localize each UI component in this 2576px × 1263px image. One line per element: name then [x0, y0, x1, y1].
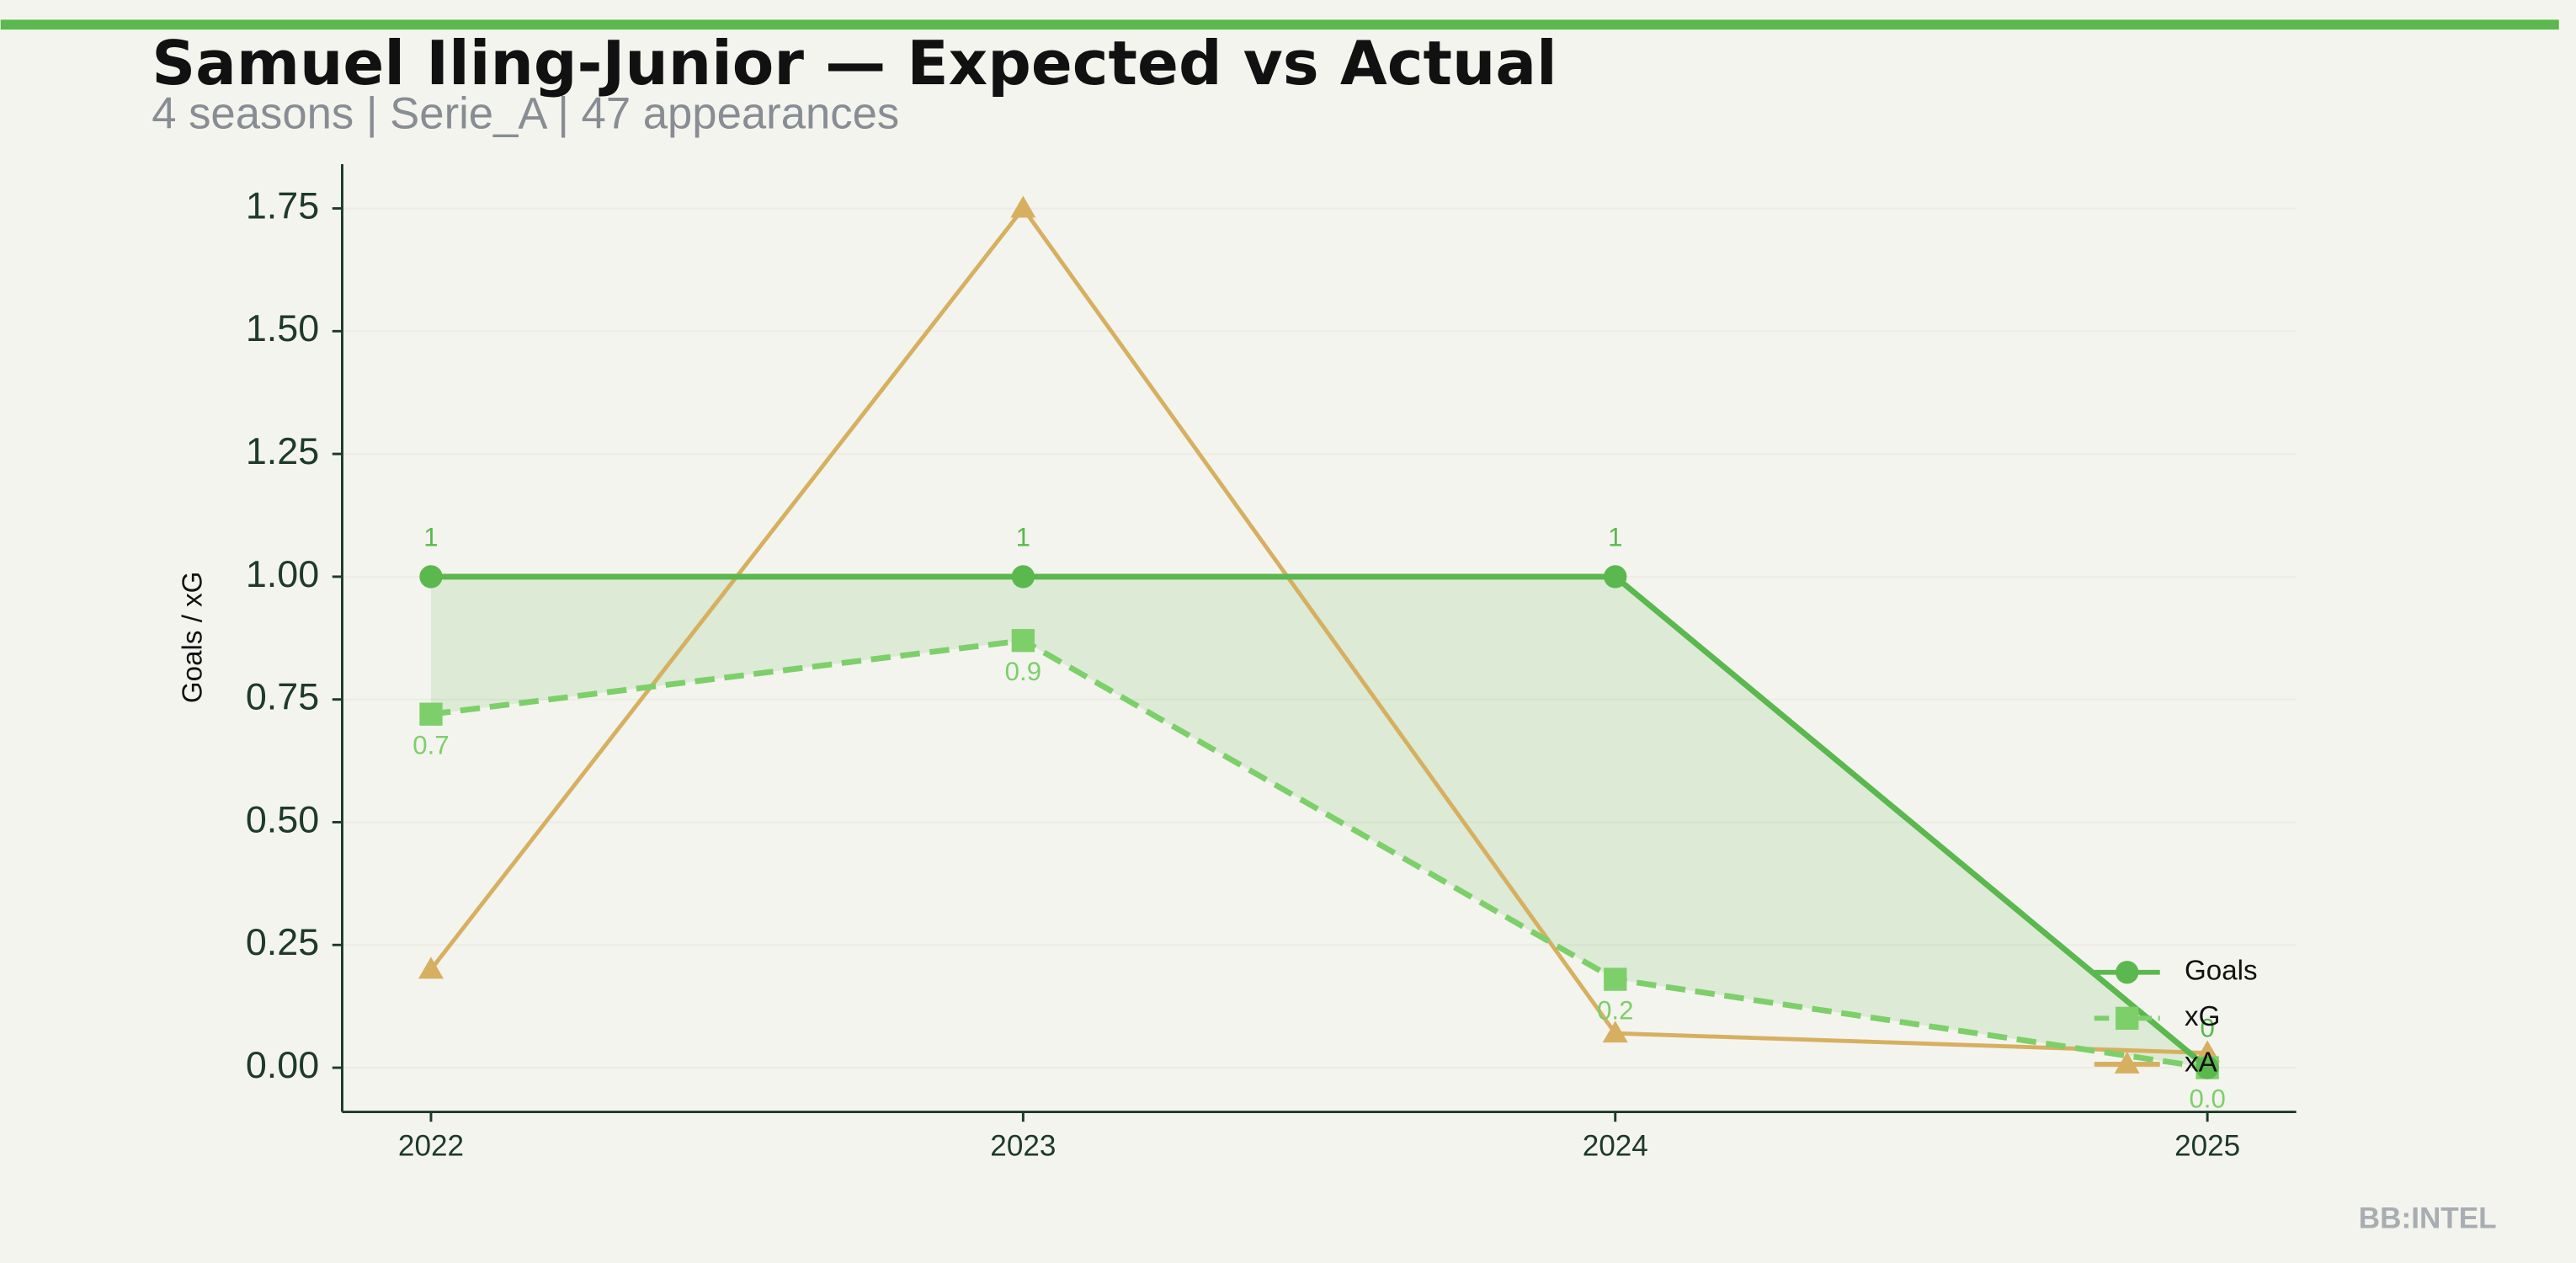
- marker: [418, 957, 444, 979]
- marker: [1010, 195, 1036, 218]
- data-label: 0.0: [2189, 1084, 2225, 1113]
- y-tick-label: 1.75: [246, 184, 319, 226]
- y-tick-label: 0.25: [246, 920, 319, 963]
- y-tick-label: 1.50: [246, 306, 319, 349]
- marker: [419, 702, 443, 726]
- subtitle: 4 seasons | Serie_A | 47 appearances: [152, 88, 899, 138]
- marker: [419, 565, 443, 589]
- x-tick-label: 2024: [1583, 1130, 1648, 1163]
- series-line: [430, 573, 2210, 1070]
- series-line: [430, 637, 2208, 1071]
- legend-label: Goals: [2185, 955, 2258, 986]
- top-bar: [0, 19, 2559, 30]
- data-label: 1: [1016, 522, 1030, 552]
- x-tick-label: 2025: [2174, 1130, 2240, 1163]
- y-tick-label: 0.75: [246, 675, 319, 718]
- data-label: 1: [423, 522, 438, 552]
- y-tick-label: 0.00: [246, 1043, 319, 1086]
- legend-label: xG: [2185, 1001, 2220, 1032]
- y-axis-label: Goals / xG: [178, 572, 209, 704]
- x-tick-label: 2023: [990, 1130, 1056, 1163]
- data-label: 0.7: [412, 730, 449, 759]
- marker: [1011, 629, 1035, 653]
- y-tick-label: 1.00: [246, 552, 319, 595]
- title: Samuel Iling-Junior — Expected vs Actual: [152, 29, 1557, 99]
- legend-marker: [2114, 1051, 2140, 1074]
- data-label: 0.2: [1597, 995, 1633, 1025]
- footer: BB:INTEL: [2359, 1202, 2497, 1235]
- legend-label: xA: [2185, 1047, 2218, 1079]
- marker: [1602, 1021, 1628, 1043]
- legend-marker: [2116, 961, 2139, 984]
- gap-fill: [430, 576, 2208, 1068]
- x-tick-label: 2022: [398, 1130, 464, 1163]
- data-label: 0: [2200, 1013, 2214, 1042]
- y-tick-label: 1.25: [246, 429, 319, 472]
- data-label: 0.9: [1005, 657, 1041, 686]
- marker: [2195, 1056, 2219, 1079]
- y-tick-label: 0.50: [246, 797, 319, 840]
- marker: [1011, 565, 1035, 589]
- marker: [1604, 565, 1627, 589]
- series-line: [429, 205, 2208, 1056]
- legend-marker: [2116, 1006, 2139, 1031]
- marker: [1604, 967, 1627, 991]
- data-label: 1: [1608, 522, 1622, 552]
